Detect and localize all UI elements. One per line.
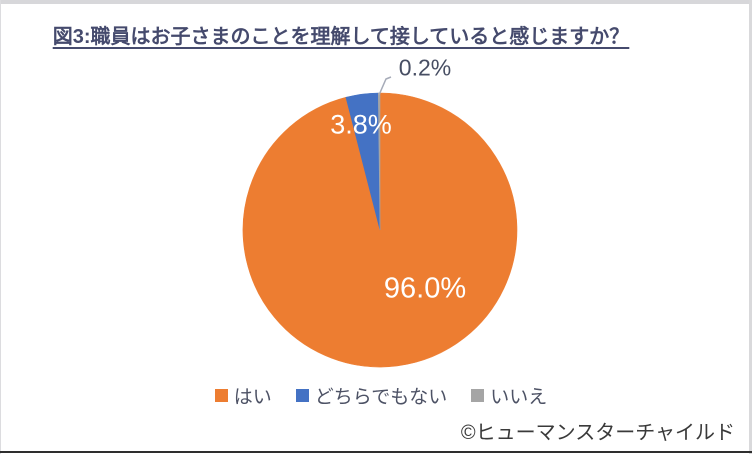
leader-line-iie xyxy=(378,76,392,96)
data-label-dochirademonai: 3.8% xyxy=(330,109,392,140)
legend-item-hai: はい xyxy=(214,382,272,409)
legend-item-iie: いいえ xyxy=(471,382,547,409)
legend-item-dochirademonai: どちらでもない xyxy=(295,382,448,409)
data-label-iie: 0.2% xyxy=(398,54,452,81)
legend-swatch-iie xyxy=(471,389,485,402)
legend-label-hai: はい xyxy=(233,387,272,408)
pie-slices xyxy=(242,92,518,368)
copyright-text: ©ヒューマンスターチャイルド xyxy=(460,422,735,444)
data-label-hai: 96.0% xyxy=(383,272,467,305)
legend-label-dochirademonai: どちらでもない xyxy=(314,387,448,408)
frame-edge-right xyxy=(749,0,752,454)
chart-title: 図3:職員はお子さまのことを理解して接していると感じますか？ xyxy=(52,26,630,48)
frame-edge-bottom xyxy=(0,451,752,453)
legend-label-iie: いいえ xyxy=(490,387,548,408)
legend-swatch-dochirademonai xyxy=(295,389,309,402)
legend: はい どちらでもない いいえ xyxy=(0,382,752,409)
legend-swatch-hai xyxy=(214,389,228,402)
frame-edge-left xyxy=(0,0,1,454)
frame-edge-top xyxy=(0,0,752,4)
